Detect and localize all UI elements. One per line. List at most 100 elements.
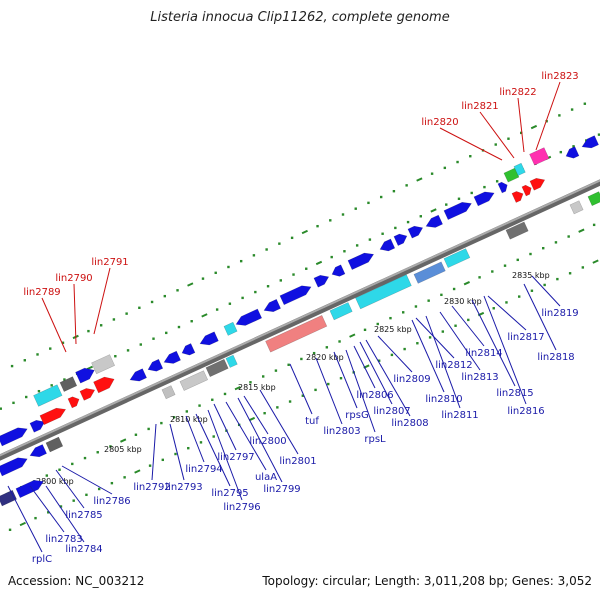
gene-shape bbox=[181, 343, 196, 356]
leader-line bbox=[315, 357, 343, 425]
frame-dot bbox=[215, 308, 219, 311]
gene-label: lin2785 bbox=[65, 510, 102, 521]
gene-shape bbox=[199, 331, 219, 346]
frame-dot bbox=[8, 528, 12, 532]
frame-dot bbox=[263, 411, 266, 415]
frame-dot bbox=[290, 236, 294, 240]
leader-line bbox=[345, 349, 376, 433]
leader-line bbox=[451, 305, 485, 347]
frame-dot bbox=[507, 137, 510, 140]
frame-dot bbox=[567, 235, 570, 238]
leader-line bbox=[411, 319, 445, 393]
gene-label-highlight: lin2789 bbox=[23, 287, 60, 298]
gene-forward bbox=[347, 252, 375, 270]
frame-dot bbox=[239, 259, 243, 263]
frame-tick bbox=[349, 333, 356, 338]
leader-line bbox=[93, 267, 111, 335]
gene-reverse bbox=[161, 385, 176, 400]
gene-feature bbox=[91, 354, 116, 375]
leader-line bbox=[487, 295, 527, 331]
frame-dot bbox=[228, 302, 232, 305]
frame-dot bbox=[445, 203, 448, 206]
frame-dot bbox=[125, 312, 128, 315]
frame-dot bbox=[483, 185, 486, 189]
frame-tick bbox=[315, 260, 323, 266]
frame-dot bbox=[377, 359, 381, 362]
gene-shape bbox=[425, 214, 443, 228]
frame-dot bbox=[456, 160, 459, 164]
gene-shape bbox=[79, 388, 96, 401]
gene-label: ulaA bbox=[255, 472, 277, 483]
frame-dot bbox=[177, 325, 181, 329]
frame-dot bbox=[172, 416, 176, 419]
gene-forward bbox=[497, 181, 508, 194]
gene-shape bbox=[443, 248, 471, 268]
gene-shape bbox=[29, 444, 47, 458]
gene-forward bbox=[393, 233, 408, 246]
gene-shape bbox=[511, 191, 524, 203]
gene-shape bbox=[67, 396, 80, 409]
gene-forward bbox=[147, 358, 164, 372]
gene-shape bbox=[473, 191, 495, 207]
gene-shape bbox=[513, 162, 526, 176]
leader-line bbox=[213, 403, 237, 451]
frame-dot bbox=[581, 266, 585, 269]
reading-frame-dots bbox=[0, 102, 600, 532]
frame-dot bbox=[368, 238, 372, 241]
frame-dot bbox=[49, 347, 52, 350]
gene-shape bbox=[263, 298, 281, 312]
gene-labels: lin2789lin2790lin2791lin2820lin2821lin28… bbox=[7, 71, 579, 565]
leader-line bbox=[29, 485, 65, 533]
gene-label: lin2795 bbox=[211, 488, 248, 499]
gene-shape bbox=[179, 370, 209, 391]
scale-tick-label: 2805 kbp bbox=[104, 445, 142, 454]
frame-dot bbox=[45, 474, 49, 477]
frame-dot bbox=[454, 324, 457, 327]
gene-feature bbox=[15, 480, 44, 499]
frame-dot bbox=[503, 264, 507, 267]
frame-tick bbox=[463, 281, 470, 286]
frame-dot bbox=[467, 318, 470, 322]
frame-dot bbox=[109, 445, 112, 448]
frame-dot bbox=[316, 224, 319, 228]
frame-dot bbox=[176, 289, 179, 292]
leader-line bbox=[289, 363, 313, 415]
gene-forward bbox=[331, 264, 346, 277]
frame-dot bbox=[330, 255, 333, 259]
leader-line bbox=[195, 413, 231, 487]
gene-reverse bbox=[587, 191, 600, 207]
gene-shape bbox=[265, 315, 328, 353]
frame-dot bbox=[597, 133, 600, 136]
gene-feature bbox=[33, 384, 63, 407]
frame-dot bbox=[305, 267, 308, 270]
gene-shape bbox=[313, 274, 330, 288]
frame-dot bbox=[199, 441, 203, 444]
gene-forward bbox=[163, 350, 181, 364]
gene-forward bbox=[443, 201, 472, 220]
leader-line bbox=[225, 401, 267, 471]
gene-label-highlight: lin2821 bbox=[461, 101, 498, 112]
gene-label: lin2784 bbox=[65, 544, 102, 555]
frame-dot bbox=[23, 359, 26, 362]
gene-feature bbox=[93, 376, 115, 394]
gene-label: lin2796 bbox=[223, 502, 260, 513]
gene-label: lin2794 bbox=[185, 464, 222, 475]
gene-shape bbox=[29, 420, 46, 433]
frame-dot bbox=[274, 369, 278, 372]
gene-label: lin2801 bbox=[279, 456, 316, 467]
frame-tick bbox=[416, 177, 423, 182]
frame-tick bbox=[248, 416, 256, 422]
gene-shape bbox=[497, 181, 508, 194]
gene-shape bbox=[235, 308, 263, 326]
frame-dot bbox=[329, 219, 332, 222]
gene-feature bbox=[511, 191, 524, 203]
gene-label: lin2817 bbox=[507, 332, 544, 343]
gene-forward bbox=[223, 321, 238, 336]
gene-shape bbox=[93, 376, 115, 394]
frame-dot bbox=[265, 248, 268, 251]
frame-dot bbox=[227, 265, 230, 269]
gene-label: rpsL bbox=[364, 434, 386, 445]
frame-dot bbox=[85, 493, 88, 497]
gene-shape bbox=[529, 147, 550, 166]
frame-dot bbox=[416, 342, 419, 345]
